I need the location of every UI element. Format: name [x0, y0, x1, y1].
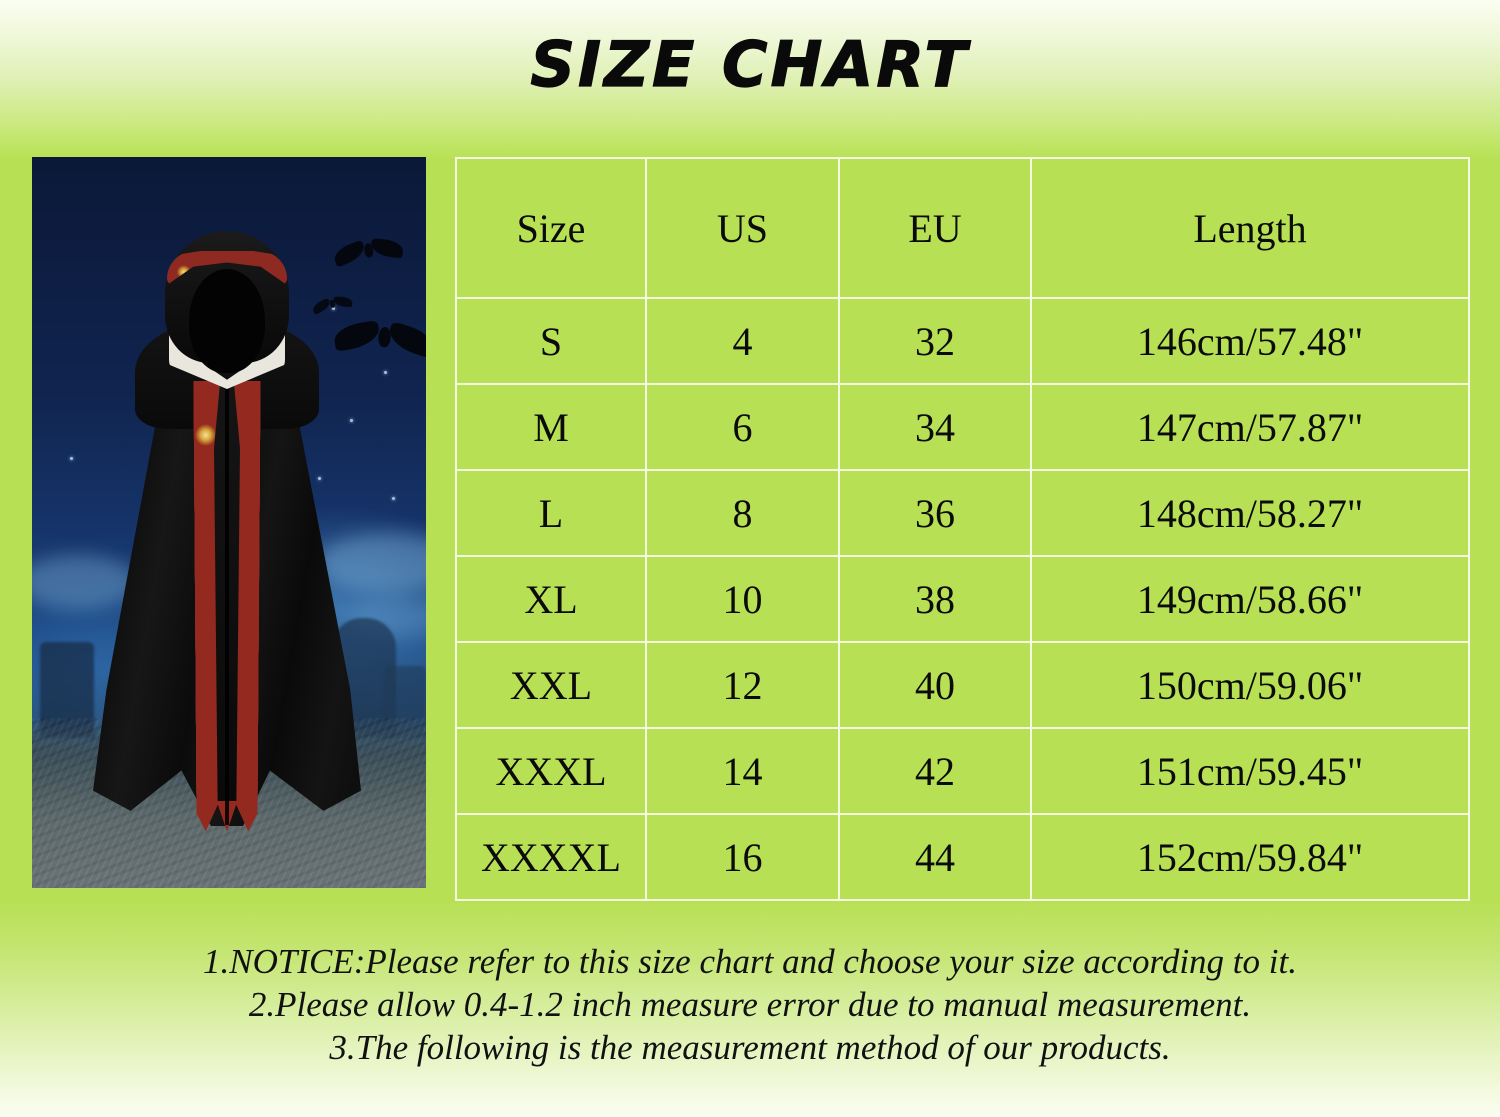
hooded-cloak-product: [93, 231, 361, 831]
cell-eu: 44: [838, 813, 1032, 901]
cell-length: 150cm/59.06": [1030, 641, 1470, 729]
column-header-length: Length: [1030, 157, 1470, 299]
cell-us: 16: [645, 813, 840, 901]
notice-line-1: 1.NOTICE:Please refer to this size chart…: [203, 942, 1297, 981]
star-icon: [318, 477, 321, 480]
cell-eu: 38: [838, 555, 1032, 643]
cell-us: 4: [645, 297, 840, 385]
cell-size: M: [455, 383, 647, 471]
cell-us: 6: [645, 383, 840, 471]
cell-length: 148cm/58.27": [1030, 469, 1470, 557]
table-row: XXL 12 40 150cm/59.06": [455, 641, 1470, 729]
page-title: SIZE CHART: [530, 28, 970, 101]
size-chart-table: Size US EU Length S 4 32 146cm/57.48" M …: [455, 157, 1470, 901]
cell-size: XL: [455, 555, 647, 643]
cell-size: XXL: [455, 641, 647, 729]
hood-interior-shadow: [189, 269, 265, 373]
cell-eu: 32: [838, 297, 1032, 385]
star-icon: [392, 497, 395, 500]
cell-size: XXXXL: [455, 813, 647, 901]
table-row: L 8 36 148cm/58.27": [455, 469, 1470, 557]
fog-cloud: [318, 533, 426, 593]
column-header-eu: EU: [838, 157, 1032, 299]
column-header-us: US: [645, 157, 840, 299]
cell-length: 146cm/57.48": [1030, 297, 1470, 385]
cell-eu: 34: [838, 383, 1032, 471]
cloak-front-opening: [225, 389, 229, 825]
table-row: S 4 32 146cm/57.48": [455, 297, 1470, 385]
notice-block: 1.NOTICE:Please refer to this size chart…: [0, 940, 1500, 1069]
table-row: XXXXL 16 44 152cm/59.84": [455, 813, 1470, 901]
cell-us: 8: [645, 469, 840, 557]
fog-cloud: [32, 555, 138, 609]
cell-length: 152cm/59.84": [1030, 813, 1470, 901]
cell-eu: 42: [838, 727, 1032, 815]
cell-us: 12: [645, 641, 840, 729]
star-icon: [350, 419, 353, 422]
table-header-row: Size US EU Length: [455, 157, 1470, 299]
column-header-size: Size: [455, 157, 647, 299]
table-row: M 6 34 147cm/57.87": [455, 383, 1470, 471]
cell-eu: 36: [838, 469, 1032, 557]
cell-size: S: [455, 297, 647, 385]
cell-us: 14: [645, 727, 840, 815]
table-row: XL 10 38 149cm/58.66": [455, 555, 1470, 643]
cell-length: 147cm/57.87": [1030, 383, 1470, 471]
cell-size: XXXL: [455, 727, 647, 815]
product-photo: [32, 157, 426, 888]
cell-us: 10: [645, 555, 840, 643]
table-row: XXXL 14 42 151cm/59.45": [455, 727, 1470, 815]
cell-size: L: [455, 469, 647, 557]
notice-line-2: 2.Please allow 0.4-1.2 inch measure erro…: [248, 985, 1252, 1024]
star-icon: [332, 307, 335, 310]
star-icon: [70, 457, 73, 460]
cell-length: 151cm/59.45": [1030, 727, 1470, 815]
cell-eu: 40: [838, 641, 1032, 729]
star-icon: [384, 371, 387, 374]
notice-line-3: 3.The following is the measurement metho…: [329, 1028, 1171, 1067]
cell-length: 149cm/58.66": [1030, 555, 1470, 643]
